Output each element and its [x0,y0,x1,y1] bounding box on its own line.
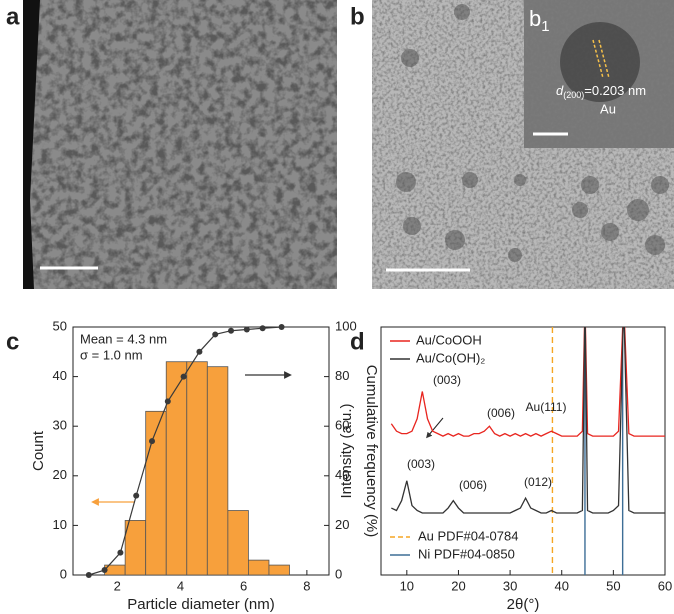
bar [248,559,270,575]
sem-image [23,0,337,289]
bar [145,410,167,575]
x-axis-label: 2θ(°) [507,596,540,613]
peak-label: Au(111) [526,400,567,414]
y-tick-label: 0 [60,566,67,581]
legend-label: Au/Co(OH)₂ [416,350,485,365]
bar [165,361,188,575]
plot-area [390,327,665,575]
spacing-label: d(200)=0.203 nm [556,83,646,100]
y2-tick-label: 80 [335,368,349,383]
cumulative-point [259,325,266,332]
legend-label: Ni PDF#04-0850 [418,546,515,561]
annotation: σ = 1.0 nm [80,347,143,362]
bar [268,564,290,575]
y2-tick-label: 60 [335,418,349,433]
bar [227,510,249,575]
peak-label: (003) [433,373,461,387]
series-line [391,327,665,514]
x-tick-label: 40 [554,578,568,593]
y2-tick-label: 40 [335,467,349,482]
x-tick-label: 30 [503,578,517,593]
peak-label: (003) [407,457,435,471]
x-axis-label: Particle diameter (nm) [127,596,275,613]
x-tick-label: 8 [303,578,310,593]
annotation: Mean = 4.3 nm [80,331,167,346]
y-axis-label: Count [30,430,47,471]
legend-label: Au/CoOOH [416,332,482,347]
x-tick-label: 2 [114,578,121,593]
cumulative-point [228,327,235,334]
x-tick-label: 60 [658,578,672,593]
cumulative-point [101,567,108,574]
x-tick-label: 4 [177,578,184,593]
bar [206,366,229,575]
cumulative-point [149,438,156,445]
cumulative-point [117,549,124,556]
y2-tick-label: 0 [335,566,342,581]
x-tick-label: 10 [400,578,414,593]
inset-label-main: b [529,6,541,31]
inset-label-sub: 1 [541,18,549,35]
x-tick-label: 50 [606,578,620,593]
spacing-text: =0.203 nm [584,83,646,98]
y-tick-label: 10 [53,517,67,532]
cumulative-point [196,348,203,355]
cumulative-point [133,492,140,499]
panel-label: d [350,328,365,355]
plot-area [104,361,290,575]
cumulative-point [278,324,285,330]
spacing-sub: (200) [563,90,584,100]
inset-label: b1 [529,6,550,35]
spacing-symbol: d [556,83,564,98]
annotation-arrow [426,417,444,439]
y2-tick-label: 20 [335,517,349,532]
element-label: Au [600,101,616,116]
legend-label: Au PDF#04-0784 [418,528,518,543]
bar [124,520,147,575]
y2-tick-label: 100 [335,318,357,333]
panel-label: b [350,3,365,30]
y-tick-label: 20 [53,467,67,482]
x-tick-label: 20 [451,578,465,593]
panel-label: c [6,328,19,355]
y2-axis-label: Cumulative frequency (%) [363,365,380,538]
y-tick-label: 30 [53,418,67,433]
panel-label: a [6,3,20,30]
peak-label: (006) [487,406,515,420]
y-tick-label: 40 [53,368,67,383]
x-tick-label: 6 [240,578,247,593]
y-tick-label: 50 [53,318,67,333]
peak-label: (012) [524,475,552,489]
bar [186,361,208,575]
tem-image: b1 d(200)=0.203 nm Au [372,0,674,289]
y-axis-label: Intensity (a.u.) [338,403,355,498]
plot-frame [380,326,666,576]
series-line [390,327,665,437]
cumulative-point [85,572,92,578]
peak-label: (006) [459,478,487,492]
cumulative-point [164,398,171,405]
cumulative-point [212,331,219,338]
cumulative-point [243,326,250,333]
cumulative-point [180,373,187,380]
